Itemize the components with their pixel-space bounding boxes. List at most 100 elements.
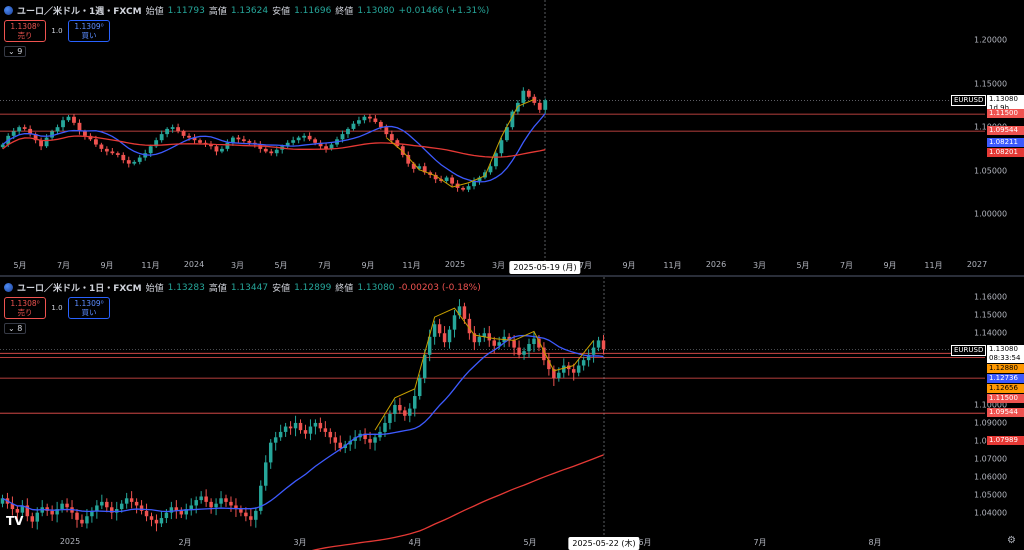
- candle: [189, 498, 193, 516]
- candle: [110, 148, 115, 155]
- eurusd-flag-icon: [4, 6, 13, 15]
- daily-symbol-title[interactable]: ユーロ／米ドル・1日・FXCM: [17, 284, 142, 294]
- candle: [28, 125, 33, 137]
- candle: [543, 98, 548, 114]
- time-tick: 2025: [444, 260, 466, 269]
- time-tick: 9月: [622, 261, 636, 270]
- spread-value: 1.0: [51, 304, 63, 312]
- weekly-symbol-title[interactable]: ユーロ／米ドル・1週・FXCM: [17, 7, 142, 17]
- ma-short-line: [2, 113, 546, 183]
- candle: [179, 507, 184, 519]
- candle: [517, 340, 521, 359]
- candle: [121, 152, 126, 164]
- candle: [313, 419, 318, 435]
- sell-button[interactable]: 1.1308⁰ 売り: [4, 20, 46, 42]
- candle: [447, 326, 452, 349]
- time-tick: 9月: [361, 261, 375, 270]
- indicator-count: 9: [17, 47, 23, 56]
- price-label: 1.07989: [987, 436, 1024, 446]
- candle: [408, 403, 412, 423]
- sell-price: 1.1308⁰: [10, 22, 40, 31]
- candle: [268, 439, 273, 469]
- candle: [515, 100, 520, 115]
- candle: [571, 363, 576, 381]
- candle: [367, 114, 372, 123]
- settings-gear-icon[interactable]: ⚙: [1007, 535, 1016, 546]
- candle: [467, 313, 472, 340]
- price-label: 1.12656: [987, 383, 1024, 393]
- candle: [346, 127, 350, 138]
- candle: [241, 135, 246, 143]
- candle: [601, 335, 606, 355]
- time-tick: 3月: [293, 538, 307, 547]
- change-value: +0.01466 (+1.31%): [398, 5, 490, 16]
- candle: [199, 491, 203, 504]
- candle: [110, 501, 114, 520]
- low-label: 安値: [272, 7, 291, 17]
- candle: [383, 415, 387, 437]
- zigzag-line: [386, 98, 535, 188]
- tradingview-logo-icon[interactable]: TV: [6, 514, 24, 528]
- candle: [219, 491, 223, 508]
- candle: [437, 318, 442, 337]
- candle: [492, 336, 496, 354]
- daily-trade-buttons: 1.1308⁰ 売り 1.0 1.1309⁰ 買い: [4, 297, 110, 319]
- candle: [55, 501, 59, 523]
- low-value: 1.11696: [294, 5, 332, 16]
- candle: [144, 503, 149, 522]
- weekly-chart-canvas[interactable]: [0, 0, 1024, 275]
- pane-divider[interactable]: [0, 275, 1024, 277]
- time-tick: 11月: [402, 261, 421, 270]
- time-tick: 11月: [141, 261, 160, 270]
- candle: [214, 498, 218, 516]
- eurusd-flag-icon: [4, 283, 13, 292]
- candle: [288, 421, 293, 435]
- candle: [444, 175, 449, 184]
- candle: [296, 135, 301, 144]
- candle: [324, 142, 328, 153]
- time-tick: 2024: [183, 260, 205, 269]
- candle: [432, 320, 437, 345]
- candle: [307, 132, 312, 142]
- candle: [40, 500, 44, 517]
- candle: [224, 494, 228, 507]
- candle: [567, 361, 571, 376]
- buy-button[interactable]: 1.1309⁰ 買い: [68, 20, 110, 42]
- indicator-collapse-button[interactable]: ⌄ 8: [4, 323, 27, 334]
- weekly-chart-pane[interactable]: ユーロ／米ドル・1週・FXCM 始値 1.11793 高値 1.13624 安値 1.…: [0, 0, 1024, 275]
- time-tick: 7月: [317, 261, 332, 270]
- candle: [433, 172, 438, 184]
- sell-button[interactable]: 1.1308⁰ 売り: [4, 297, 46, 319]
- candle: [269, 148, 274, 156]
- candle: [466, 183, 471, 193]
- time-tick: 3月: [752, 261, 767, 270]
- candle: [303, 424, 308, 439]
- candle: [298, 419, 303, 434]
- daily-chart-pane[interactable]: ユーロ／米ドル・1日・FXCM 始値 1.13283 高値 1.13447 安値 1.…: [0, 277, 1024, 550]
- indicator-collapse-button[interactable]: ⌄ 9: [4, 46, 27, 57]
- candle: [249, 509, 253, 527]
- candle: [90, 507, 94, 523]
- candle: [537, 99, 542, 113]
- candle: [363, 428, 367, 445]
- time-tick: 7月: [56, 261, 71, 270]
- time-tick: 4月: [408, 538, 422, 547]
- candle: [35, 507, 39, 530]
- candle: [66, 115, 71, 122]
- candle: [0, 494, 5, 508]
- price-tick: 1.14000: [974, 328, 1008, 338]
- candle: [477, 333, 482, 346]
- candle: [388, 410, 392, 430]
- ma-long-line: [2, 135, 546, 158]
- buy-button[interactable]: 1.1309⁰ 買い: [68, 297, 110, 319]
- candle: [159, 510, 164, 527]
- candle: [472, 326, 477, 351]
- price-tick: 1.16000: [974, 292, 1008, 302]
- time-tick: 5月: [523, 538, 537, 547]
- low-label: 安値: [272, 284, 291, 294]
- daily-chart-canvas[interactable]: [0, 277, 1024, 550]
- weekly-cursor-date: 2025-05-19 (月): [509, 261, 581, 274]
- candle: [373, 115, 378, 124]
- candle: [576, 358, 581, 377]
- price-label: 1.13080 08:33:54: [987, 344, 1024, 363]
